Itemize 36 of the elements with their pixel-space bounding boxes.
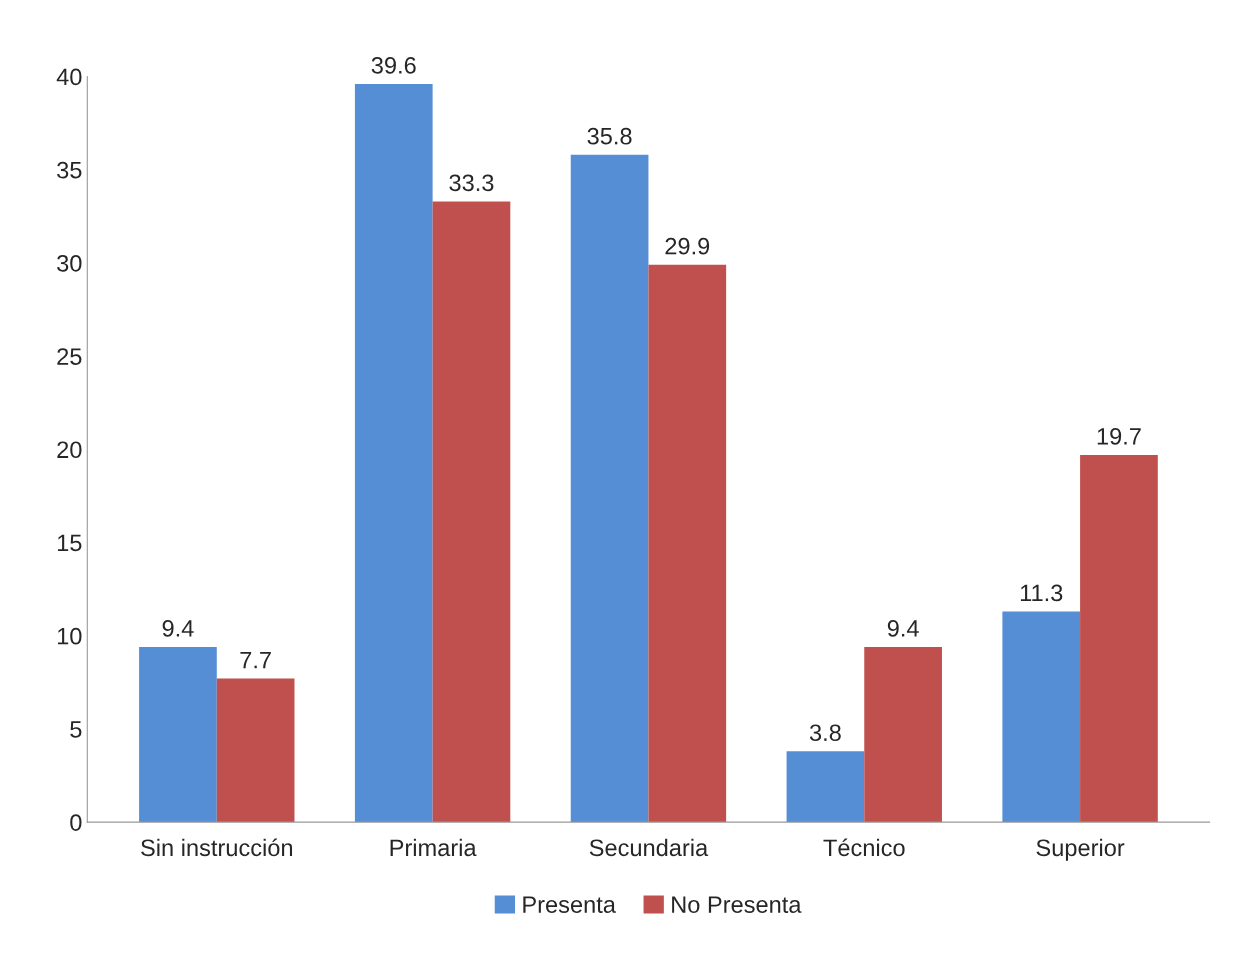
data-label: 9.4: [162, 619, 194, 637]
data-label: 11.3: [1020, 584, 1063, 602]
y-tick-label: 5: [70, 721, 82, 738]
x-tick-label: Sin instrucción: [141, 838, 293, 857]
y-tick-label: 30: [57, 254, 82, 272]
x-tick-label: Superior: [1036, 838, 1125, 861]
bar: [139, 646, 217, 823]
x-tick-label: Primaria: [390, 838, 477, 857]
x-tick-label: Secundaria: [589, 838, 709, 857]
data-label: 35.8: [587, 127, 632, 145]
bar: [1002, 611, 1081, 823]
x-tick-label: Técnico: [823, 838, 905, 857]
data-label: 39.6: [371, 56, 416, 74]
y-tick-label: 15: [57, 534, 82, 552]
data-label: 7.7: [240, 651, 271, 669]
data-label: 3.8: [809, 724, 841, 742]
bar: [648, 264, 727, 823]
data-label: 9.4: [887, 619, 919, 637]
y-tick-label: 20: [57, 441, 82, 459]
y-tick-label: 25: [57, 348, 82, 365]
y-tick-label: 10: [57, 627, 82, 645]
bar: [216, 678, 295, 823]
y-tick-label: 35: [57, 161, 82, 179]
legend-label: Presenta: [523, 896, 616, 913]
legend-label: No Presenta: [672, 896, 802, 913]
y-tick-label: 0: [70, 814, 82, 831]
data-label: 33.3: [449, 174, 494, 192]
bar: [864, 646, 942, 823]
bar: [354, 83, 433, 823]
data-label: 29.9: [665, 237, 710, 255]
data-label: 19.7: [1097, 427, 1141, 445]
bar: [432, 201, 511, 823]
y-tick-label: 40: [56, 68, 82, 86]
bar: [1080, 454, 1158, 823]
bar: [570, 154, 649, 823]
bar: [786, 751, 865, 823]
